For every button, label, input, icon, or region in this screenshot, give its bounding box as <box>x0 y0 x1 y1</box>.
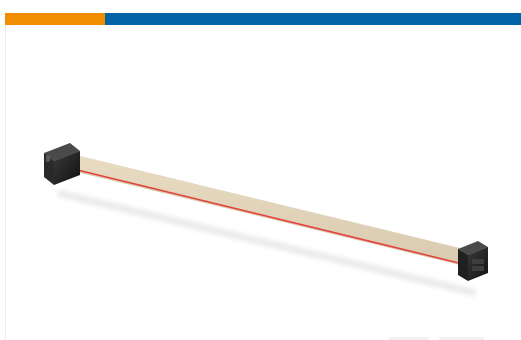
right-connector <box>458 241 488 281</box>
product-image[interactable] <box>6 25 521 340</box>
ribbon-cable <box>60 153 472 263</box>
left-connector <box>44 143 80 185</box>
cable-shadow <box>58 190 476 296</box>
thumbnail-indicator[interactable] <box>389 337 429 340</box>
ribbon-cable-assembly-icon <box>44 143 488 296</box>
accent-bar-segment <box>5 13 105 25</box>
pin1-stripe <box>60 165 464 265</box>
brand-bar-segment <box>105 13 521 25</box>
thumbnail-indicator[interactable] <box>439 337 484 340</box>
gallery-divider <box>5 25 6 340</box>
header-color-bar <box>5 13 521 25</box>
